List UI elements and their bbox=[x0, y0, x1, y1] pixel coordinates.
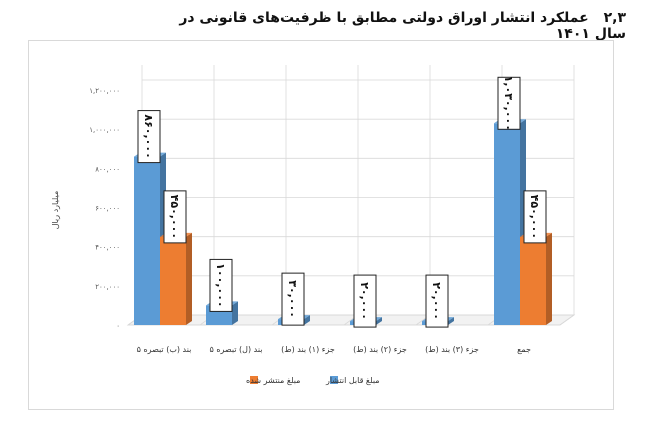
data-label-box bbox=[281, 272, 305, 326]
floor-edge bbox=[559, 314, 575, 326]
bar bbox=[494, 123, 520, 326]
y-tick-label: ۶۰۰,۰۰۰ bbox=[95, 205, 120, 213]
bar-side bbox=[546, 232, 552, 325]
bar bbox=[520, 236, 546, 325]
y-tick-label: ۲۰۰,۰۰۰ bbox=[95, 283, 120, 291]
bar-side bbox=[448, 317, 454, 325]
data-label-box bbox=[137, 110, 161, 164]
legend-swatch bbox=[330, 376, 338, 384]
x-tick-label: جزء (۱) بند (ط) bbox=[281, 345, 335, 354]
data-label: ۴۵۰,۰۰۰ bbox=[528, 195, 541, 239]
x-tick-label: جزء (۳) بند (ط) bbox=[425, 345, 479, 354]
data-label: ۴۵۰,۰۰۰ bbox=[168, 195, 181, 239]
data-label: ۲۰,۰۰۰ bbox=[358, 282, 371, 320]
heading-title: عملکرد انتشار اوراق دولتی مطابق با ظرفیت… bbox=[179, 10, 626, 42]
bar bbox=[160, 236, 186, 325]
data-label-box bbox=[425, 274, 449, 328]
y-tick-label: ۱,۰۰۰,۰۰۰ bbox=[89, 126, 120, 134]
legend-label: مبلغ منتشر شده bbox=[246, 376, 300, 385]
data-label: ۸۶۰,۰۰۰ bbox=[142, 114, 155, 158]
bar-side bbox=[186, 232, 192, 325]
x-tick-label: بند (ب) تبصره ۵ bbox=[137, 345, 192, 354]
x-tick-label: جمع bbox=[517, 345, 531, 354]
y-tick-label: ۸۰۰,۰۰۰ bbox=[95, 165, 120, 173]
data-label: ۳۰,۰۰۰ bbox=[286, 280, 299, 318]
bar-side bbox=[376, 317, 382, 325]
data-label: ۲۰,۰۰۰ bbox=[430, 282, 443, 320]
data-label: ۱۰۰,۰۰۰ bbox=[214, 263, 227, 307]
data-label-box bbox=[497, 76, 521, 130]
data-label: ۱,۰۳۰,۰۰۰ bbox=[502, 76, 515, 131]
heading-number: ۲,۳ bbox=[603, 10, 626, 26]
y-tick-label: ۰ bbox=[116, 322, 120, 330]
data-label-box bbox=[209, 258, 233, 312]
legend-label: مبلغ قابل انتشار bbox=[325, 376, 380, 385]
x-tick-label: بند (ل) تبصره ۵ bbox=[209, 345, 262, 354]
chart-heading: ۲,۳ عملکرد انتشار اوراق دولتی مطابق با ظ… bbox=[150, 10, 626, 42]
y-axis-title: میلیارد ریال bbox=[51, 191, 60, 230]
data-label-box bbox=[523, 190, 547, 244]
bar bbox=[134, 156, 160, 325]
data-label-box bbox=[163, 190, 187, 244]
bar-side bbox=[232, 301, 238, 325]
y-tick-label: ۱,۲۰۰,۰۰۰ bbox=[89, 87, 120, 95]
x-tick-label: جزء (۲) بند (ط) bbox=[353, 345, 407, 354]
legend-swatch bbox=[250, 376, 258, 384]
bar-side bbox=[304, 315, 310, 325]
y-tick-label: ۴۰۰,۰۰۰ bbox=[95, 244, 120, 252]
data-label-box bbox=[353, 274, 377, 328]
